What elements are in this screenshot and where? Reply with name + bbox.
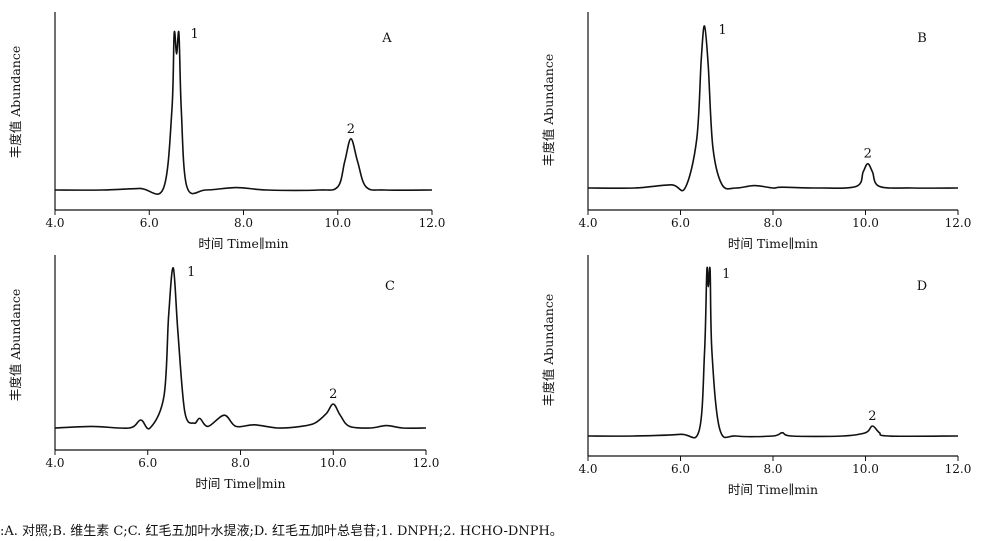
peak-label-1: 1 [722, 267, 730, 282]
peak-label-2: 2 [868, 409, 876, 424]
x-tick-label: 10.0 [852, 216, 879, 230]
chromatogram-trace [54, 267, 427, 430]
peak-label-2: 2 [864, 147, 872, 162]
peak-label-2: 2 [347, 122, 355, 137]
x-axis-label: 时间 Time∥min [198, 236, 288, 251]
chart-panel-C: 4.0 6.0 8.0 10.0 12.0 时间 Time∥min 丰度值 Abundanc… [8, 255, 439, 491]
chart-panel-D: 4.0 6.0 8.0 10.0 12.0 时间 Time∥min 丰度值 Abundanc… [541, 255, 971, 497]
chart-panel-A: 4.0 6.0 8.0 10.0 12.0 时间 Time∥min 丰度值 Abundanc… [8, 12, 445, 251]
x-tick-label: 8.0 [234, 216, 253, 230]
x-tick-label: 8.0 [763, 216, 782, 230]
chart-panel-B: 4.0 6.0 8.0 10.0 12.0 时间 Time∥min 丰度值 Abundanc… [541, 12, 971, 251]
y-axis-label: 丰度值 Abundance [541, 294, 556, 407]
x-tick-label: 10.0 [324, 216, 351, 230]
x-tick-label: 4.0 [578, 216, 597, 230]
x-axis-label: 时间 Time∥min [195, 476, 285, 491]
x-tick-label: 8.0 [231, 456, 250, 470]
x-tick-label: 4.0 [45, 456, 64, 470]
x-tick-label: 6.0 [140, 216, 159, 230]
x-axis-label: 时间 Time∥min [728, 482, 818, 497]
x-tick-label: 12.0 [945, 462, 972, 476]
peak-label-1: 1 [718, 23, 726, 38]
x-tick-label: 10.0 [320, 456, 347, 470]
y-axis-label: 丰度值 Abundance [8, 289, 23, 402]
x-tick-label: 4.0 [578, 462, 597, 476]
panel-letter: B [917, 31, 927, 46]
peak-label-1: 1 [187, 265, 195, 280]
x-tick-label: 6.0 [671, 462, 690, 476]
chromatogram-trace [587, 266, 959, 439]
chromatogram-trace [587, 25, 959, 192]
peak-label-1: 1 [190, 27, 198, 42]
panel-letter: D [917, 279, 927, 294]
x-tick-label: 6.0 [671, 216, 690, 230]
x-axis-label: 时间 Time∥min [728, 236, 818, 251]
y-axis-label: 丰度值 Abundance [8, 46, 23, 159]
panel-letter: A [381, 31, 392, 46]
peak-label-2: 2 [329, 387, 337, 402]
panel-letter: C [385, 279, 395, 294]
x-tick-label: 4.0 [45, 216, 64, 230]
chromatogram-trace [54, 30, 433, 195]
figure-caption: :A. 对照;B. 维生素 C;C. 红毛五加叶水提液;D. 红毛五加叶总皂苷;… [0, 524, 563, 539]
y-axis-label: 丰度值 Abundance [541, 54, 556, 167]
x-tick-label: 12.0 [945, 216, 972, 230]
x-tick-label: 10.0 [852, 462, 879, 476]
x-tick-label: 6.0 [138, 456, 157, 470]
x-tick-label: 12.0 [413, 456, 440, 470]
x-tick-label: 8.0 [763, 462, 782, 476]
x-tick-label: 12.0 [419, 216, 446, 230]
